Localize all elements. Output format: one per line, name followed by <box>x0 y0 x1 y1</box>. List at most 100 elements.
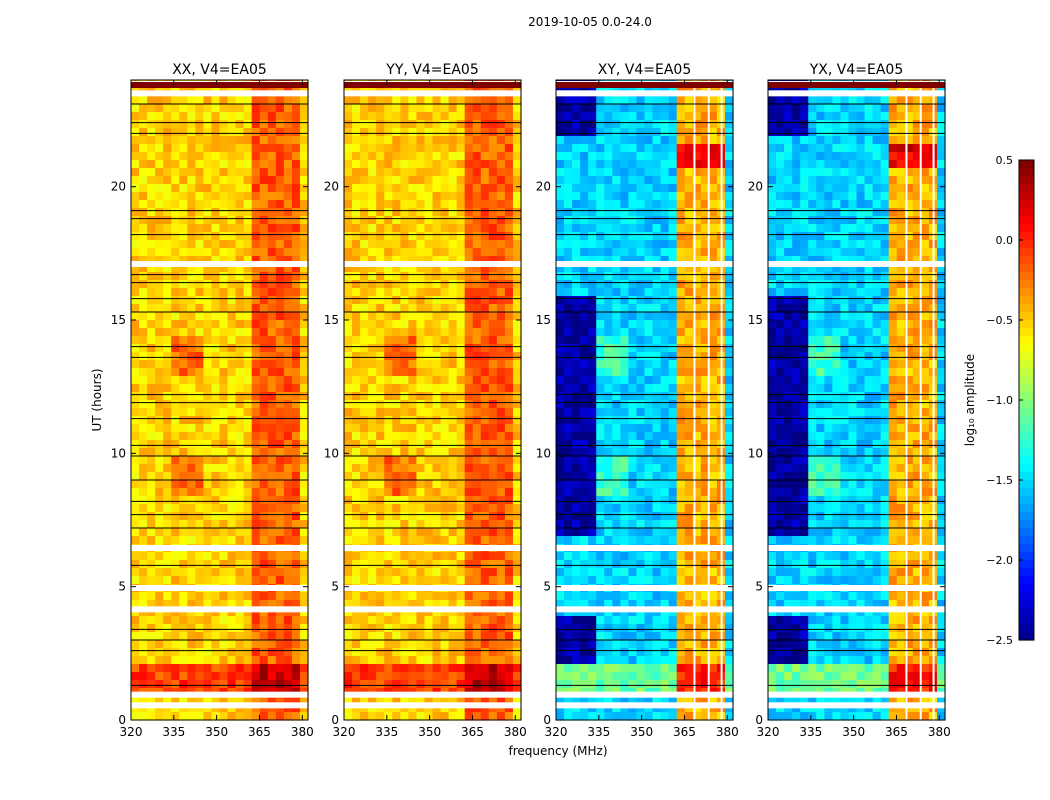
heatmap-cell <box>636 304 646 313</box>
heatmap-cell <box>448 232 458 241</box>
heatmap-cell <box>604 120 613 129</box>
heatmap-cell <box>708 456 718 465</box>
heatmap-cell <box>179 456 188 465</box>
heatmap-cell <box>588 368 597 377</box>
heatmap-cell <box>275 328 285 337</box>
heatmap-cell <box>251 352 261 361</box>
heatmap-cell <box>179 96 188 105</box>
heatmap-cell <box>251 264 261 273</box>
heatmap-cell <box>408 368 418 377</box>
heatmap-cell <box>299 696 309 705</box>
heatmap-cell <box>464 392 474 401</box>
heatmap-cell <box>163 104 172 113</box>
heatmap-cell <box>147 696 156 705</box>
heatmap-cell <box>392 480 401 489</box>
heatmap-cell <box>275 560 285 569</box>
heatmap-cell <box>464 128 474 137</box>
heatmap-cell <box>243 344 253 353</box>
heatmap-cell <box>676 112 686 121</box>
heatmap-cell <box>275 216 285 225</box>
heatmap-cell <box>700 144 710 153</box>
heatmap-cell <box>636 432 646 441</box>
heatmap-cell <box>708 136 718 145</box>
heatmap-cell <box>171 208 180 217</box>
heatmap-cell <box>259 96 269 105</box>
heatmap-cell <box>488 416 498 425</box>
x-tick-label: 350 <box>205 725 228 739</box>
heatmap-cell <box>480 328 490 337</box>
heatmap-cell <box>692 432 702 441</box>
heatmap-cell <box>416 712 426 721</box>
heatmap-cell <box>596 496 605 505</box>
heatmap-cell <box>504 312 514 321</box>
heatmap-cell <box>448 144 458 153</box>
heatmap-cell <box>283 392 293 401</box>
heatmap-cell <box>596 184 605 193</box>
heatmap-cell <box>139 432 148 441</box>
heatmap-cell <box>211 680 221 689</box>
heatmap-cell <box>676 376 686 385</box>
heatmap-cell <box>360 224 369 233</box>
heatmap-cell <box>147 552 156 561</box>
heatmap-cell <box>155 384 164 393</box>
heatmap-cell <box>291 336 301 345</box>
heatmap-cell <box>448 632 458 641</box>
heatmap-cell <box>488 528 498 537</box>
heatmap-cell <box>299 552 309 561</box>
heatmap-cell <box>147 344 156 353</box>
heatmap-cell <box>235 672 245 681</box>
heatmap-cell <box>556 512 565 521</box>
heatmap-cell <box>251 96 261 105</box>
heatmap-cell <box>227 648 237 657</box>
heatmap-cell <box>291 432 301 441</box>
heatmap-cell <box>596 144 605 153</box>
heatmap-cell <box>580 512 589 521</box>
heatmap-cell <box>299 376 309 385</box>
heatmap-cell <box>259 456 269 465</box>
heatmap-cell <box>299 352 309 361</box>
heatmap-cell <box>636 488 646 497</box>
heatmap-cell <box>131 464 140 473</box>
heatmap-cell <box>291 672 301 681</box>
heatmap-cell <box>267 712 277 721</box>
heatmap-cell <box>400 304 409 313</box>
heatmap-cell <box>384 576 393 585</box>
heatmap-cell <box>588 184 597 193</box>
heatmap-cell <box>676 256 686 265</box>
heatmap-cell <box>416 304 426 313</box>
heatmap-cell <box>496 200 506 209</box>
heatmap-cell <box>368 128 377 137</box>
heatmap-cell <box>243 616 253 625</box>
heatmap-cell <box>456 664 466 673</box>
heatmap-cell <box>203 352 213 361</box>
heatmap-cell <box>488 144 498 153</box>
heatmap-cell <box>243 528 253 537</box>
heatmap-cell <box>676 200 686 209</box>
heatmap-cell <box>408 264 418 273</box>
heatmap-cell <box>556 280 565 289</box>
heatmap-cell <box>360 680 369 689</box>
y-tick-label: 0 <box>331 713 339 727</box>
heatmap-cell <box>155 496 164 505</box>
heatmap-cell <box>472 336 482 345</box>
heatmap-cell <box>203 592 213 601</box>
heatmap-cell <box>171 712 180 721</box>
heatmap-cell <box>352 256 361 265</box>
heatmap-cell <box>512 408 522 417</box>
heatmap-cell <box>155 168 164 177</box>
heatmap-cell <box>708 552 718 561</box>
heatmap-cell <box>187 272 196 281</box>
heatmap-cell <box>604 104 613 113</box>
heatmap-cell <box>352 528 361 537</box>
heatmap-cell <box>472 624 482 633</box>
heatmap-cell <box>243 496 253 505</box>
heatmap-cell <box>408 680 418 689</box>
heatmap-cell <box>596 456 605 465</box>
heatmap-cell <box>684 208 694 217</box>
heatmap-cell <box>472 104 482 113</box>
heatmap-cell <box>604 248 613 257</box>
heatmap-cell <box>187 192 196 201</box>
heatmap-cell <box>620 272 630 281</box>
heatmap-cell <box>556 312 565 321</box>
heatmap-cell <box>400 432 409 441</box>
